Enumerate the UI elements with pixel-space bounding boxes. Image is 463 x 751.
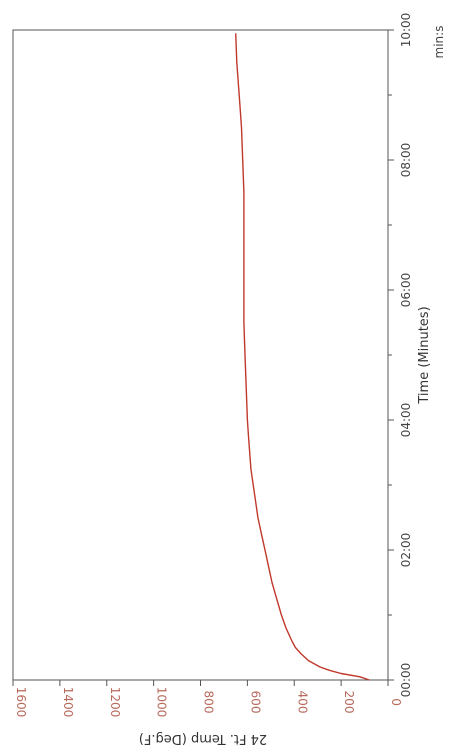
y-tick-label: 1400 xyxy=(61,687,75,718)
y-tick-label: 1600 xyxy=(14,687,28,718)
x-axis-ticks: 00:00 02:00 04:00 06:00 08:00 10:00 xyxy=(388,13,413,698)
series-layer xyxy=(235,33,370,681)
y-tick-label: 400 xyxy=(295,691,309,714)
x-tick-label: 04:00 xyxy=(399,403,413,438)
x-tick-label: 08:00 xyxy=(399,143,413,178)
y-tick-label: 1000 xyxy=(155,687,169,718)
x-axis-label: Time (Minutes) xyxy=(417,306,432,404)
y-axis-label: 24 Ft. Temp (Deg.F) xyxy=(139,731,267,746)
y-tick-label: 600 xyxy=(248,691,262,714)
x-tick-label: 06:00 xyxy=(399,273,413,308)
y-tick-label: 0 xyxy=(389,698,403,706)
x-tick-label: 00:00 xyxy=(399,663,413,698)
x-tick-label: 10:00 xyxy=(399,13,413,48)
x-axis-unit: min:s xyxy=(432,26,446,59)
y-axis-ticks: 0 200 400 600 800 1000 1200 1400 1600 xyxy=(12,680,403,718)
x-tick-label: 02:00 xyxy=(399,533,413,568)
y-tick-label: 800 xyxy=(202,691,216,714)
y-tick-label: 200 xyxy=(342,691,356,714)
y-tick-label: 1200 xyxy=(108,687,122,718)
plot-area xyxy=(12,29,389,681)
temperature-series-line xyxy=(235,33,370,681)
